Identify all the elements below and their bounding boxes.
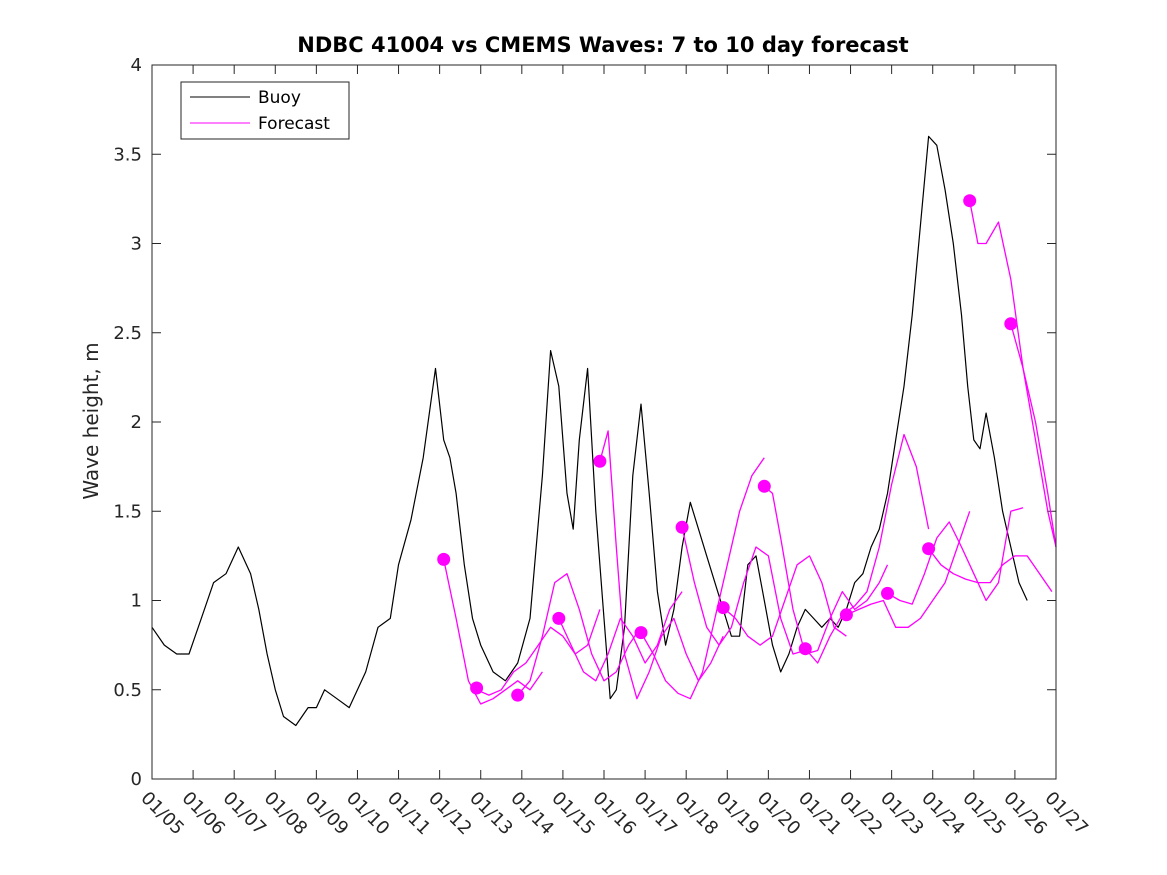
forecast-line-14 xyxy=(969,200,1057,548)
forecast-marker xyxy=(634,626,648,640)
forecast-line-6 xyxy=(640,457,765,700)
forecast-series xyxy=(443,200,1057,705)
forecast-marker xyxy=(963,194,977,208)
y-tick-label: 0.5 xyxy=(113,680,142,701)
buoy-series xyxy=(151,135,1028,727)
y-tick-label: 2 xyxy=(131,412,142,433)
forecast-marker xyxy=(1004,317,1018,331)
y-tick-label: 0 xyxy=(131,769,142,790)
chart-title: NDBC 41004 vs CMEMS Waves: 7 to 10 day f… xyxy=(297,33,908,57)
forecast-marker xyxy=(922,542,936,556)
forecast-line-2 xyxy=(476,609,601,696)
forecast-marker xyxy=(511,688,525,702)
forecast-line-10 xyxy=(804,433,930,664)
forecast-line-13 xyxy=(928,548,1053,592)
y-axis-label: Wave height, m xyxy=(79,342,103,499)
legend-box xyxy=(180,81,350,140)
forecast-marker xyxy=(881,586,894,600)
y-tick-label: 1 xyxy=(131,591,142,612)
forecast-marker xyxy=(552,611,566,625)
forecast-marker xyxy=(757,479,771,493)
legend: Buoy Forecast xyxy=(180,81,350,140)
forecast-marker xyxy=(839,608,853,622)
forecast-line-7 xyxy=(681,527,806,655)
y-tick-label: 1.5 xyxy=(113,501,142,522)
legend-forecast-label: Forecast xyxy=(258,114,330,134)
forecast-line-3 xyxy=(517,573,642,696)
forecast-marker xyxy=(675,520,689,534)
forecast-line-15 xyxy=(1010,323,1057,548)
plot-area xyxy=(152,65,1056,779)
forecast-marker xyxy=(437,552,451,566)
forecast-marker xyxy=(798,642,812,656)
forecast-markers xyxy=(437,194,1018,702)
forecast-line-4 xyxy=(558,591,683,682)
forecast-line-12 xyxy=(887,507,1024,605)
forecast-marker xyxy=(716,601,730,615)
forecast-line-9 xyxy=(763,485,889,655)
forecast-line-8 xyxy=(722,555,847,646)
forecast-marker xyxy=(593,454,607,468)
y-tick-label: 4 xyxy=(131,55,142,76)
legend-buoy-label: Buoy xyxy=(258,88,301,108)
forecast-marker xyxy=(470,681,484,695)
y-tick-label: 3 xyxy=(131,234,142,255)
forecast-line-1 xyxy=(443,559,543,705)
y-tick-label: 2.5 xyxy=(113,323,142,344)
buoy-line xyxy=(151,135,1028,727)
y-tick-label: 3.5 xyxy=(113,144,142,165)
plot-frame xyxy=(151,64,1057,780)
y-tick-labels: 0 0.5 1 1.5 2 2.5 3 3.5 4 xyxy=(113,55,142,790)
